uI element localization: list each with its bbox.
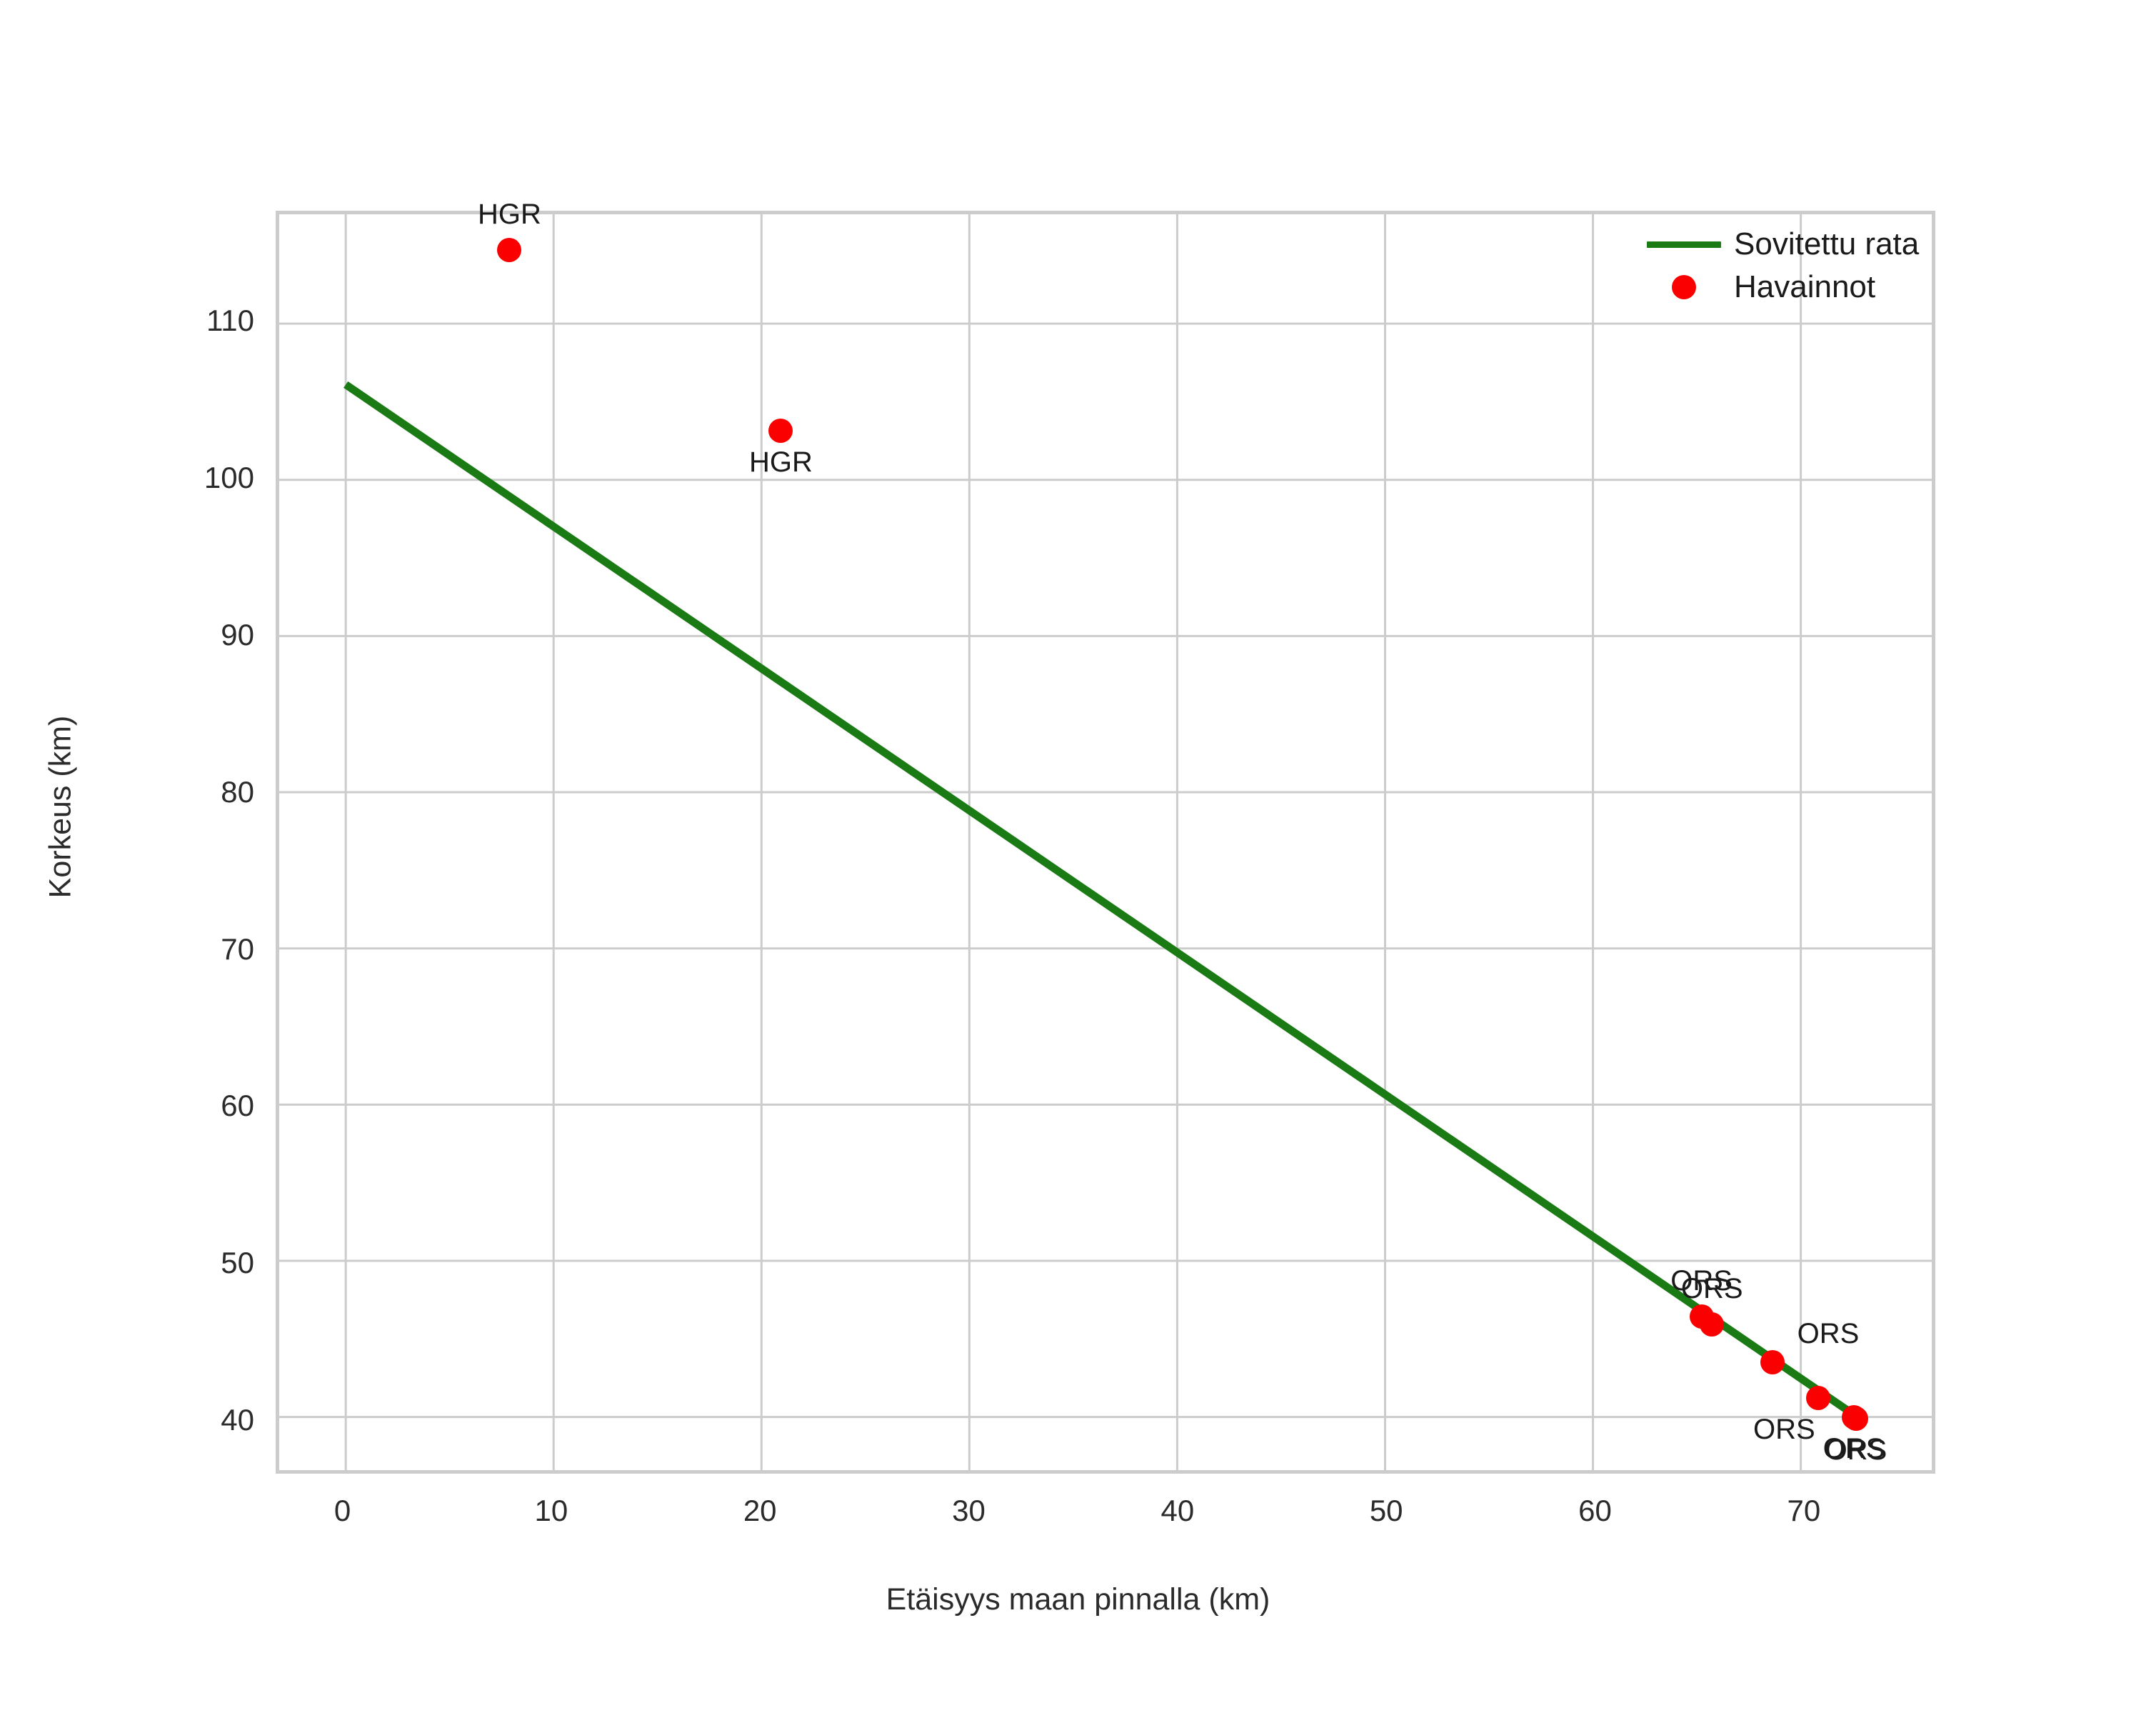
y-tick-label: 60 <box>221 1089 254 1123</box>
legend-label-observations: Havainnot <box>1734 269 1876 304</box>
x-tick-label: 70 <box>1787 1494 1821 1527</box>
data-point-marker <box>497 237 522 262</box>
data-point-label: ORS <box>1680 1273 1743 1305</box>
data-point-marker <box>1806 1386 1831 1411</box>
x-tick-label: 60 <box>1578 1494 1612 1527</box>
y-tick-label: 40 <box>221 1403 254 1437</box>
x-tick-label: 30 <box>952 1494 986 1527</box>
y-tick-label: 90 <box>221 617 254 651</box>
chart-legend: Sovitettu rata Havainnot <box>1634 223 1923 309</box>
data-point-label: ORS <box>1753 1414 1815 1446</box>
legend-item-fitted-line: Sovitettu rata <box>1634 223 1923 266</box>
x-tick-label: 0 <box>334 1494 351 1527</box>
dot-key-icon <box>1634 275 1734 299</box>
fitted-trajectory-line <box>344 381 1855 1417</box>
plot-area <box>276 211 1935 1474</box>
data-point-label: ORS <box>1822 1432 1885 1464</box>
gridlines <box>279 214 1932 1470</box>
data-point-marker <box>1760 1349 1785 1374</box>
data-point-marker <box>768 418 793 443</box>
legend-item-observations: Havainnot <box>1634 266 1923 309</box>
x-axis-title: Etäisyys maan pinnalla (km) <box>886 1582 1270 1617</box>
data-point-marker <box>1843 1407 1868 1432</box>
series-layer <box>344 381 1855 1417</box>
y-tick-label: 70 <box>221 932 254 966</box>
x-tick-label: 20 <box>743 1494 777 1527</box>
data-point-label: ORS <box>1670 1265 1733 1297</box>
data-point-label: ORS <box>1797 1317 1860 1349</box>
data-point-label: HGR <box>748 446 813 478</box>
data-point-label: ORS <box>1825 1434 1887 1467</box>
y-axis-title: Korkeus (km) <box>43 715 78 899</box>
data-point-marker <box>1700 1312 1725 1337</box>
x-tick-label: 50 <box>1369 1494 1403 1527</box>
x-tick-label: 10 <box>534 1494 568 1527</box>
y-tick-label: 100 <box>204 460 254 494</box>
y-tick-label: 110 <box>206 303 254 337</box>
data-point-label: HGR <box>477 198 541 230</box>
x-tick-label: 40 <box>1160 1494 1195 1527</box>
y-tick-label: 80 <box>221 774 254 809</box>
line-key-icon <box>1634 241 1734 248</box>
y-tick-label: 50 <box>221 1246 254 1280</box>
legend-label-fitted-line: Sovitettu rata <box>1734 226 1920 261</box>
